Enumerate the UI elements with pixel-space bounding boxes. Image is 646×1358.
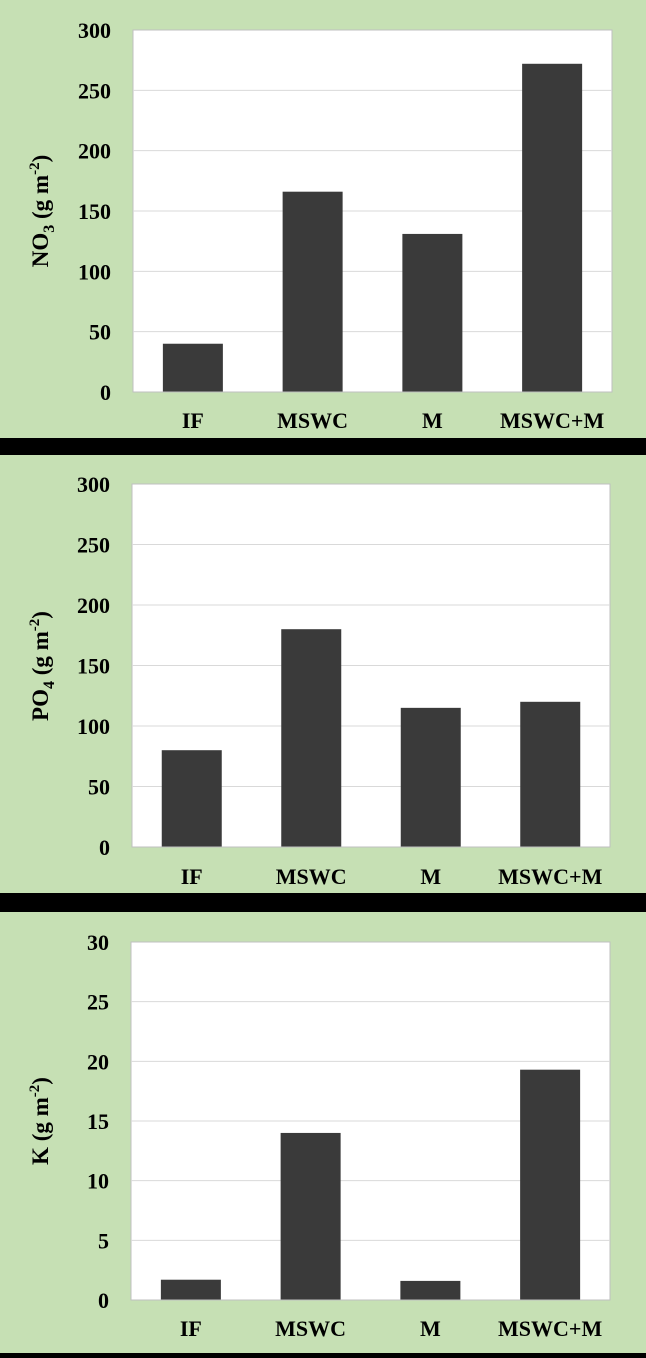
y-axis-label: K (g m-2) [27,1077,53,1165]
bar-po4-mswc [281,629,342,847]
bar-no3-mswc-plus-m [522,63,583,392]
x-tick-label: MSWC [276,864,347,889]
y-tick-label: 0 [100,380,111,405]
y-tick-label: 50 [88,775,110,800]
y-tick-label: 50 [89,320,111,345]
y-tick-label: 150 [78,199,111,224]
bar-no3-mswc [282,191,343,392]
bar-no3-m [402,233,463,392]
chart-panel-po4: 0 50 100 150 200 250 300 IF MSWC M MSWC+M PO4 (g m-… [0,455,646,893]
y-tick-label: 200 [77,593,110,618]
y-tick-label: 200 [78,139,111,164]
y-tick-label: 150 [77,654,110,679]
y-tick-label: 300 [78,18,111,43]
x-tick-label: IF [181,864,203,889]
y-tick-label: 20 [87,1049,109,1074]
x-tick-label: IF [182,408,204,433]
bar-po4-mswc-plus-m [520,701,581,847]
bar-po4-if [161,750,222,847]
y-tick-label: 250 [77,533,110,558]
y-tick-label: 0 [99,835,110,860]
y-tick-label: 100 [78,259,111,284]
x-tick-label: MSWC+M [500,408,604,433]
x-tick-label: M [420,1316,441,1341]
y-tick-label: 100 [77,714,110,739]
y-tick-label: 30 [87,930,109,955]
y-tick-label: 5 [98,1228,109,1253]
x-tick-label: MSWC+M [498,864,602,889]
y-tick-label: 300 [77,472,110,497]
bar-k-m [400,1280,461,1300]
x-tick-label: MSWC [277,408,348,433]
x-tick-label: MSWC+M [498,1316,602,1341]
x-tick-label: MSWC [275,1316,346,1341]
x-tick-label: IF [180,1316,202,1341]
chart-panel-k: 0 5 10 15 20 25 30 IF MSWC M MSWC+M K (g m-2) [0,912,646,1353]
y-tick-label: 0 [98,1288,109,1313]
y-tick-label: 250 [78,78,111,103]
x-tick-label: M [420,864,441,889]
chart-svg-k: 0 5 10 15 20 25 30 IF MSWC M MSWC+M K (g m-2) [27,930,611,1341]
chart-panel-no3: 0 50 100 150 200 250 300 IF MSWC M MSWC+M NO3 (g m-… [0,0,646,438]
bar-k-mswc-plus-m [520,1069,581,1300]
x-tick-label: M [422,408,443,433]
bar-k-if [160,1279,221,1300]
y-axis-label: PO4 (g m-2) [27,611,58,721]
y-tick-label: 15 [87,1109,109,1134]
chart-svg-po4: 0 50 100 150 200 250 300 IF MSWC M MSWC+M PO4 (g m-… [27,472,611,889]
bar-po4-m [400,707,461,847]
y-tick-label: 10 [87,1169,109,1194]
chart-svg-no3: 0 50 100 150 200 250 300 IF MSWC M MSWC+M NO3 (g m-… [27,18,613,433]
y-tick-label: 25 [87,990,109,1015]
y-axis-label: NO3 (g m-2) [27,155,58,268]
bar-no3-if [162,343,223,392]
bar-k-mswc [280,1132,341,1300]
